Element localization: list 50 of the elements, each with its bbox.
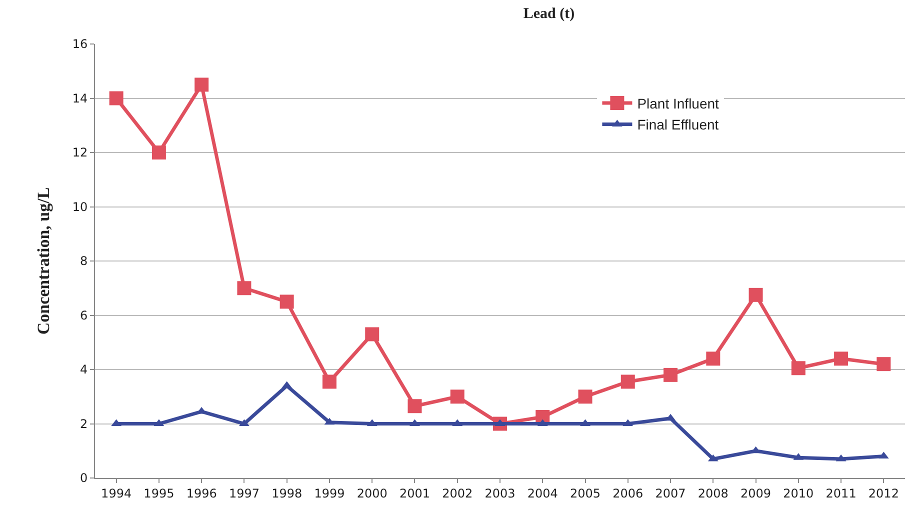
y-tick-label: 16 [72, 37, 88, 52]
x-tick-label: 2004 [527, 486, 558, 500]
point [280, 294, 294, 309]
x-tick-label: 1994 [101, 486, 132, 500]
x-tick-label: 2009 [740, 486, 772, 500]
point [194, 78, 209, 92]
x-tick-label: 2003 [484, 486, 516, 500]
point [152, 146, 166, 160]
x-tick-label: 2001 [399, 486, 430, 500]
y-tick-label: 6 [80, 308, 88, 322]
point [408, 399, 422, 414]
y-tick-label: 14 [72, 91, 88, 106]
y-tick-label: 8 [80, 254, 88, 268]
x-tick-label: 1998 [272, 486, 302, 500]
point [750, 446, 761, 454]
point [748, 288, 763, 302]
point [706, 352, 720, 366]
x-tick-label: 2011 [826, 486, 856, 500]
y-tick-label: 10 [72, 200, 88, 214]
chart-title: Lead (t) [523, 6, 575, 22]
point [834, 352, 848, 366]
x-tick-label: 2008 [698, 486, 728, 500]
y-tick-label: 0 [80, 471, 88, 486]
x-tick-label: 2012 [868, 486, 899, 500]
x-tick-label: 1999 [314, 486, 345, 500]
legend-label: Plant Influent [637, 95, 720, 112]
point [664, 368, 678, 382]
y-tick-label: 4 [80, 362, 88, 377]
point [876, 357, 891, 372]
point [109, 91, 124, 106]
point [322, 374, 336, 389]
x-tick-label: 1996 [186, 486, 217, 500]
legend-label: Final Effluent [637, 116, 719, 133]
x-tick-label: 2010 [783, 486, 814, 500]
x-tick-label: 2002 [442, 486, 473, 500]
point [578, 390, 592, 404]
x-tick-label: 2000 [356, 486, 388, 500]
x-tick-label: 2006 [612, 486, 644, 500]
y-tick-label: 12 [72, 146, 88, 160]
point [450, 390, 464, 404]
x-tick-label: 1997 [228, 486, 260, 500]
point [620, 374, 635, 389]
x-tick-label: 2005 [570, 486, 601, 500]
y-tick-label: 2 [80, 416, 88, 431]
x-tick-label: 2007 [655, 486, 686, 500]
x-tick-label: 1995 [144, 486, 174, 500]
y-axis-title: Concentration, ug/L [34, 187, 53, 335]
point [365, 327, 380, 342]
point [237, 281, 252, 296]
point [791, 361, 806, 376]
